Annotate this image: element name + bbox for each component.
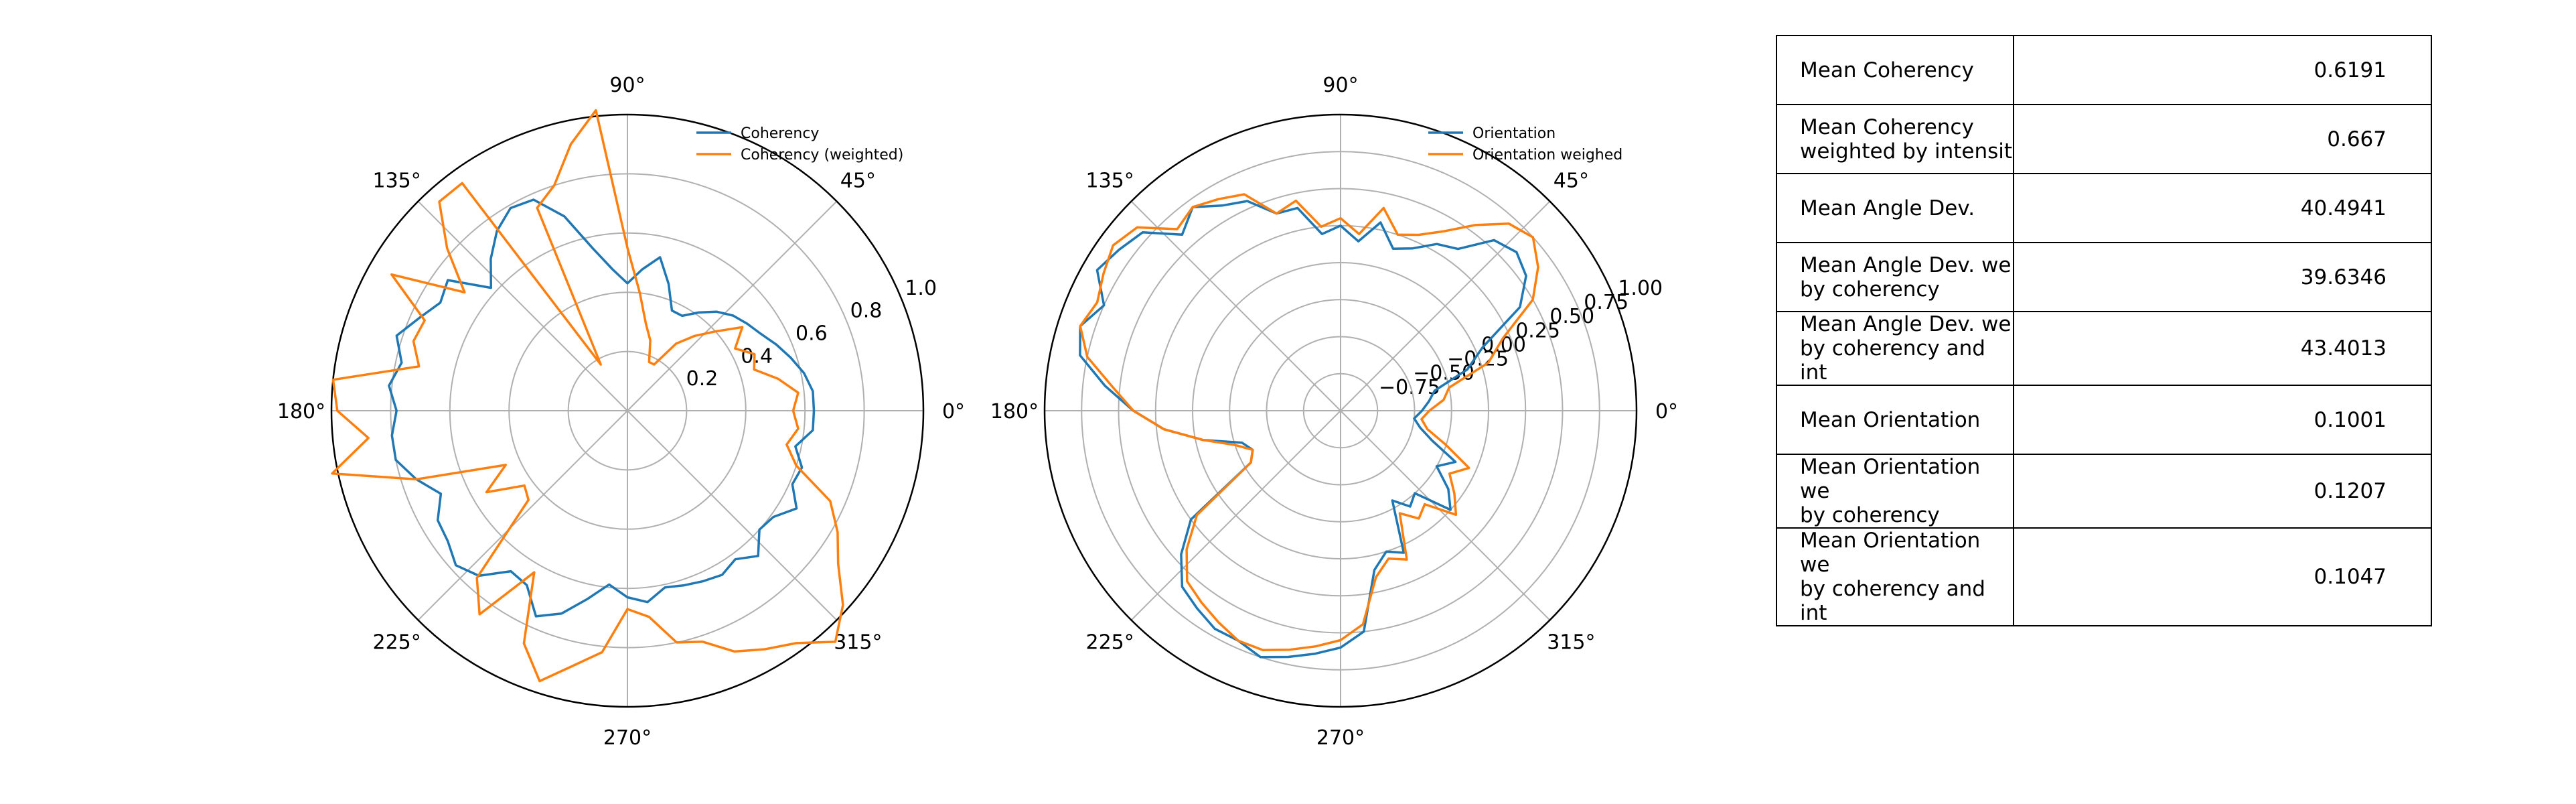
table-cell-label: Mean Angle Dev. we by coherency [1776, 242, 2014, 312]
radial-gridline [567, 350, 688, 471]
angular-gridline [627, 200, 838, 411]
r-tick-label: 0.2 [686, 367, 718, 391]
angular-gridline [627, 410, 838, 621]
polar-frame [330, 113, 925, 708]
series-line [388, 198, 816, 618]
table-cell-label: Mean Orientation [1776, 385, 2014, 455]
row-label: Mean Orientation we by coherency [1800, 455, 1981, 527]
theta-tick-label: 315° [834, 630, 882, 654]
r-tick-label: 1.0 [905, 277, 937, 300]
radial-gridline [1302, 373, 1379, 449]
theta-tick-label: 180° [277, 400, 325, 423]
polar-frame [1043, 113, 1638, 708]
table-cell-value: 0.1207 [2013, 454, 2432, 529]
series-line [1079, 193, 1539, 652]
table-row: Mean Angle Dev. we by coherency and int … [1776, 311, 2432, 386]
table-cell-value: 43.4013 [2013, 311, 2432, 386]
table-cell-value: 0.1047 [2013, 527, 2432, 626]
row-label: Mean Angle Dev. [1800, 196, 1975, 220]
legend-label: Coherency (weighted) [741, 147, 903, 163]
table-row: Mean Orientation we by coherency 0.1207 [1776, 454, 2432, 529]
row-label: Mean Angle Dev. we by coherency and int [1800, 312, 2012, 385]
r-tick-label: 1.00 [1618, 277, 1663, 300]
r-tick-label: 0.50 [1549, 305, 1594, 328]
row-label: Mean Orientation [1800, 407, 1981, 432]
theta-tick-label: 270° [603, 726, 652, 750]
theta-tick-label: 45° [1554, 170, 1589, 193]
theta-tick-label: 225° [373, 630, 421, 654]
legend-label: Orientation weighed [1472, 147, 1622, 163]
table-cell-label: Mean Angle Dev. we by coherency and int [1776, 311, 2014, 386]
r-tick-label: 0.6 [795, 322, 828, 346]
r-tick-label: 0.25 [1515, 319, 1560, 342]
theta-tick-label: 135° [373, 170, 421, 193]
table-row: Mean Orientation we by coherency and int… [1776, 527, 2432, 626]
radial-gridline [1081, 151, 1600, 671]
table-cell-label: Mean Coherency weighted by intensit [1776, 104, 2014, 174]
radial-gridline [390, 173, 865, 649]
table-cell-value: 0.6191 [2013, 35, 2432, 105]
row-label: Mean Coherency [1800, 58, 1974, 82]
r-tick-label: 0.75 [1584, 291, 1628, 314]
table-cell-value: 0.1001 [2013, 385, 2432, 455]
radial-gridline [508, 291, 747, 530]
row-label: Mean Orientation we by coherency and int [1800, 529, 1985, 625]
theta-tick-label: 315° [1547, 630, 1595, 654]
r-tick-label: 0.8 [850, 299, 883, 323]
r-tick-label: −0.50 [1413, 362, 1474, 385]
radial-gridline [449, 232, 806, 590]
angular-gridline [417, 200, 628, 411]
legend-label: Orientation [1472, 125, 1556, 142]
table-cell-value: 40.4941 [2013, 173, 2432, 243]
r-tick-label: −0.25 [1447, 348, 1509, 371]
theta-tick-label: 0° [942, 400, 965, 423]
polar-chart-orientation: −0.75−0.50−0.250.000.250.500.751.000°45°… [990, 74, 1678, 750]
radial-gridline [1192, 262, 1489, 559]
r-tick-label: 0.4 [741, 344, 773, 368]
table-row: Mean Angle Dev. we by coherency 39.6346 [1776, 242, 2432, 312]
theta-tick-label: 90° [609, 74, 645, 97]
row-label: Mean Coherency weighted by intensit [1800, 115, 2013, 163]
table-cell-label: Mean Angle Dev. [1776, 173, 2014, 243]
radial-gridline [1118, 188, 1564, 634]
theta-tick-label: 45° [840, 170, 876, 193]
statistics-table: Mean Coherency 0.6191 Mean Coherency wei… [1776, 35, 2432, 626]
table-row: Mean Angle Dev. 40.4941 [1776, 173, 2432, 243]
theta-tick-label: 225° [1086, 630, 1134, 654]
theta-tick-label: 180° [990, 400, 1039, 423]
theta-tick-label: 270° [1316, 726, 1365, 750]
row-label: Mean Angle Dev. we by coherency [1800, 253, 2012, 302]
table-cell-label: Mean Orientation we by coherency [1776, 454, 2014, 529]
theta-tick-label: 90° [1322, 74, 1358, 97]
table-cell-label: Mean Orientation we by coherency and int [1776, 527, 2014, 626]
table-cell-value: 39.6346 [2013, 242, 2432, 312]
theta-tick-label: 0° [1655, 400, 1678, 423]
table-row: Mean Coherency 0.6191 [1776, 35, 2432, 105]
table-cell-label: Mean Coherency [1776, 35, 2014, 105]
angular-gridline [417, 410, 628, 621]
radial-gridline [1266, 336, 1416, 486]
table-row: Mean Orientation 0.1001 [1776, 385, 2432, 455]
series-line [331, 109, 844, 683]
r-tick-label: −0.75 [1379, 376, 1440, 399]
table-cell-value: 0.667 [2013, 104, 2432, 174]
theta-tick-label: 135° [1086, 170, 1134, 193]
table-row: Mean Coherency weighted by intensit 0.66… [1776, 104, 2432, 174]
radial-gridline [1229, 299, 1452, 523]
legend-label: Coherency [741, 125, 819, 142]
polar-chart-coherency: 0.2 0.4 0.6 0.8 1.0 0° 45° 90° 135° 180° 225° 270° 3… [277, 74, 965, 750]
